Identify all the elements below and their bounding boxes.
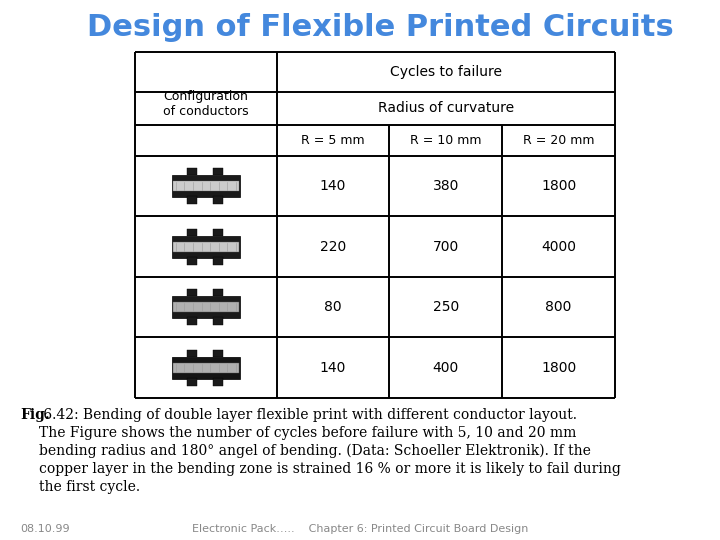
Bar [186,317,197,325]
Bar [186,196,197,204]
Bar [213,228,222,235]
Text: 400: 400 [433,361,459,375]
Bar [173,363,239,373]
Bar [213,289,222,296]
Text: 140: 140 [320,361,346,375]
Text: 250: 250 [433,300,459,314]
Bar [173,241,239,252]
Text: Design of Flexible Printed Circuits: Design of Flexible Printed Circuits [86,12,673,42]
Text: Radius of curvature: Radius of curvature [378,101,514,115]
Text: 1800: 1800 [541,361,576,375]
Bar [186,350,197,357]
Text: R = 5 mm: R = 5 mm [301,134,365,147]
Text: 6.42: Bending of double layer flexible print with different conductor layout.
Th: 6.42: Bending of double layer flexible p… [39,408,621,494]
Bar [172,175,240,197]
Text: 220: 220 [320,240,346,254]
Text: 08.10.99: 08.10.99 [20,524,70,534]
Bar [213,350,222,357]
Text: 800: 800 [546,300,572,314]
Text: R = 10 mm: R = 10 mm [410,134,482,147]
Text: 380: 380 [433,179,459,193]
Bar [172,235,240,258]
Text: Fig.: Fig. [20,408,50,422]
Bar [173,181,239,191]
Bar [173,302,239,312]
Bar [172,357,240,379]
Bar [172,296,240,318]
Bar [213,196,222,204]
Bar [213,256,222,265]
Bar [172,357,240,379]
Bar [186,228,197,235]
Text: R = 20 mm: R = 20 mm [523,134,594,147]
Bar [186,377,197,386]
Bar [213,317,222,325]
Text: 140: 140 [320,179,346,193]
Text: Configuration
of conductors: Configuration of conductors [163,90,248,118]
Bar [173,181,239,191]
Bar [213,168,222,175]
Bar [186,289,197,296]
Text: 4000: 4000 [541,240,576,254]
Text: 700: 700 [433,240,459,254]
Text: Electronic Pack…..    Chapter 6: Printed Circuit Board Design: Electronic Pack….. Chapter 6: Printed Ci… [192,524,528,534]
Text: 80: 80 [324,300,342,314]
Bar [186,256,197,265]
Bar [186,168,197,175]
Bar [213,377,222,386]
Text: Cycles to failure: Cycles to failure [390,65,502,79]
Text: 1800: 1800 [541,179,576,193]
